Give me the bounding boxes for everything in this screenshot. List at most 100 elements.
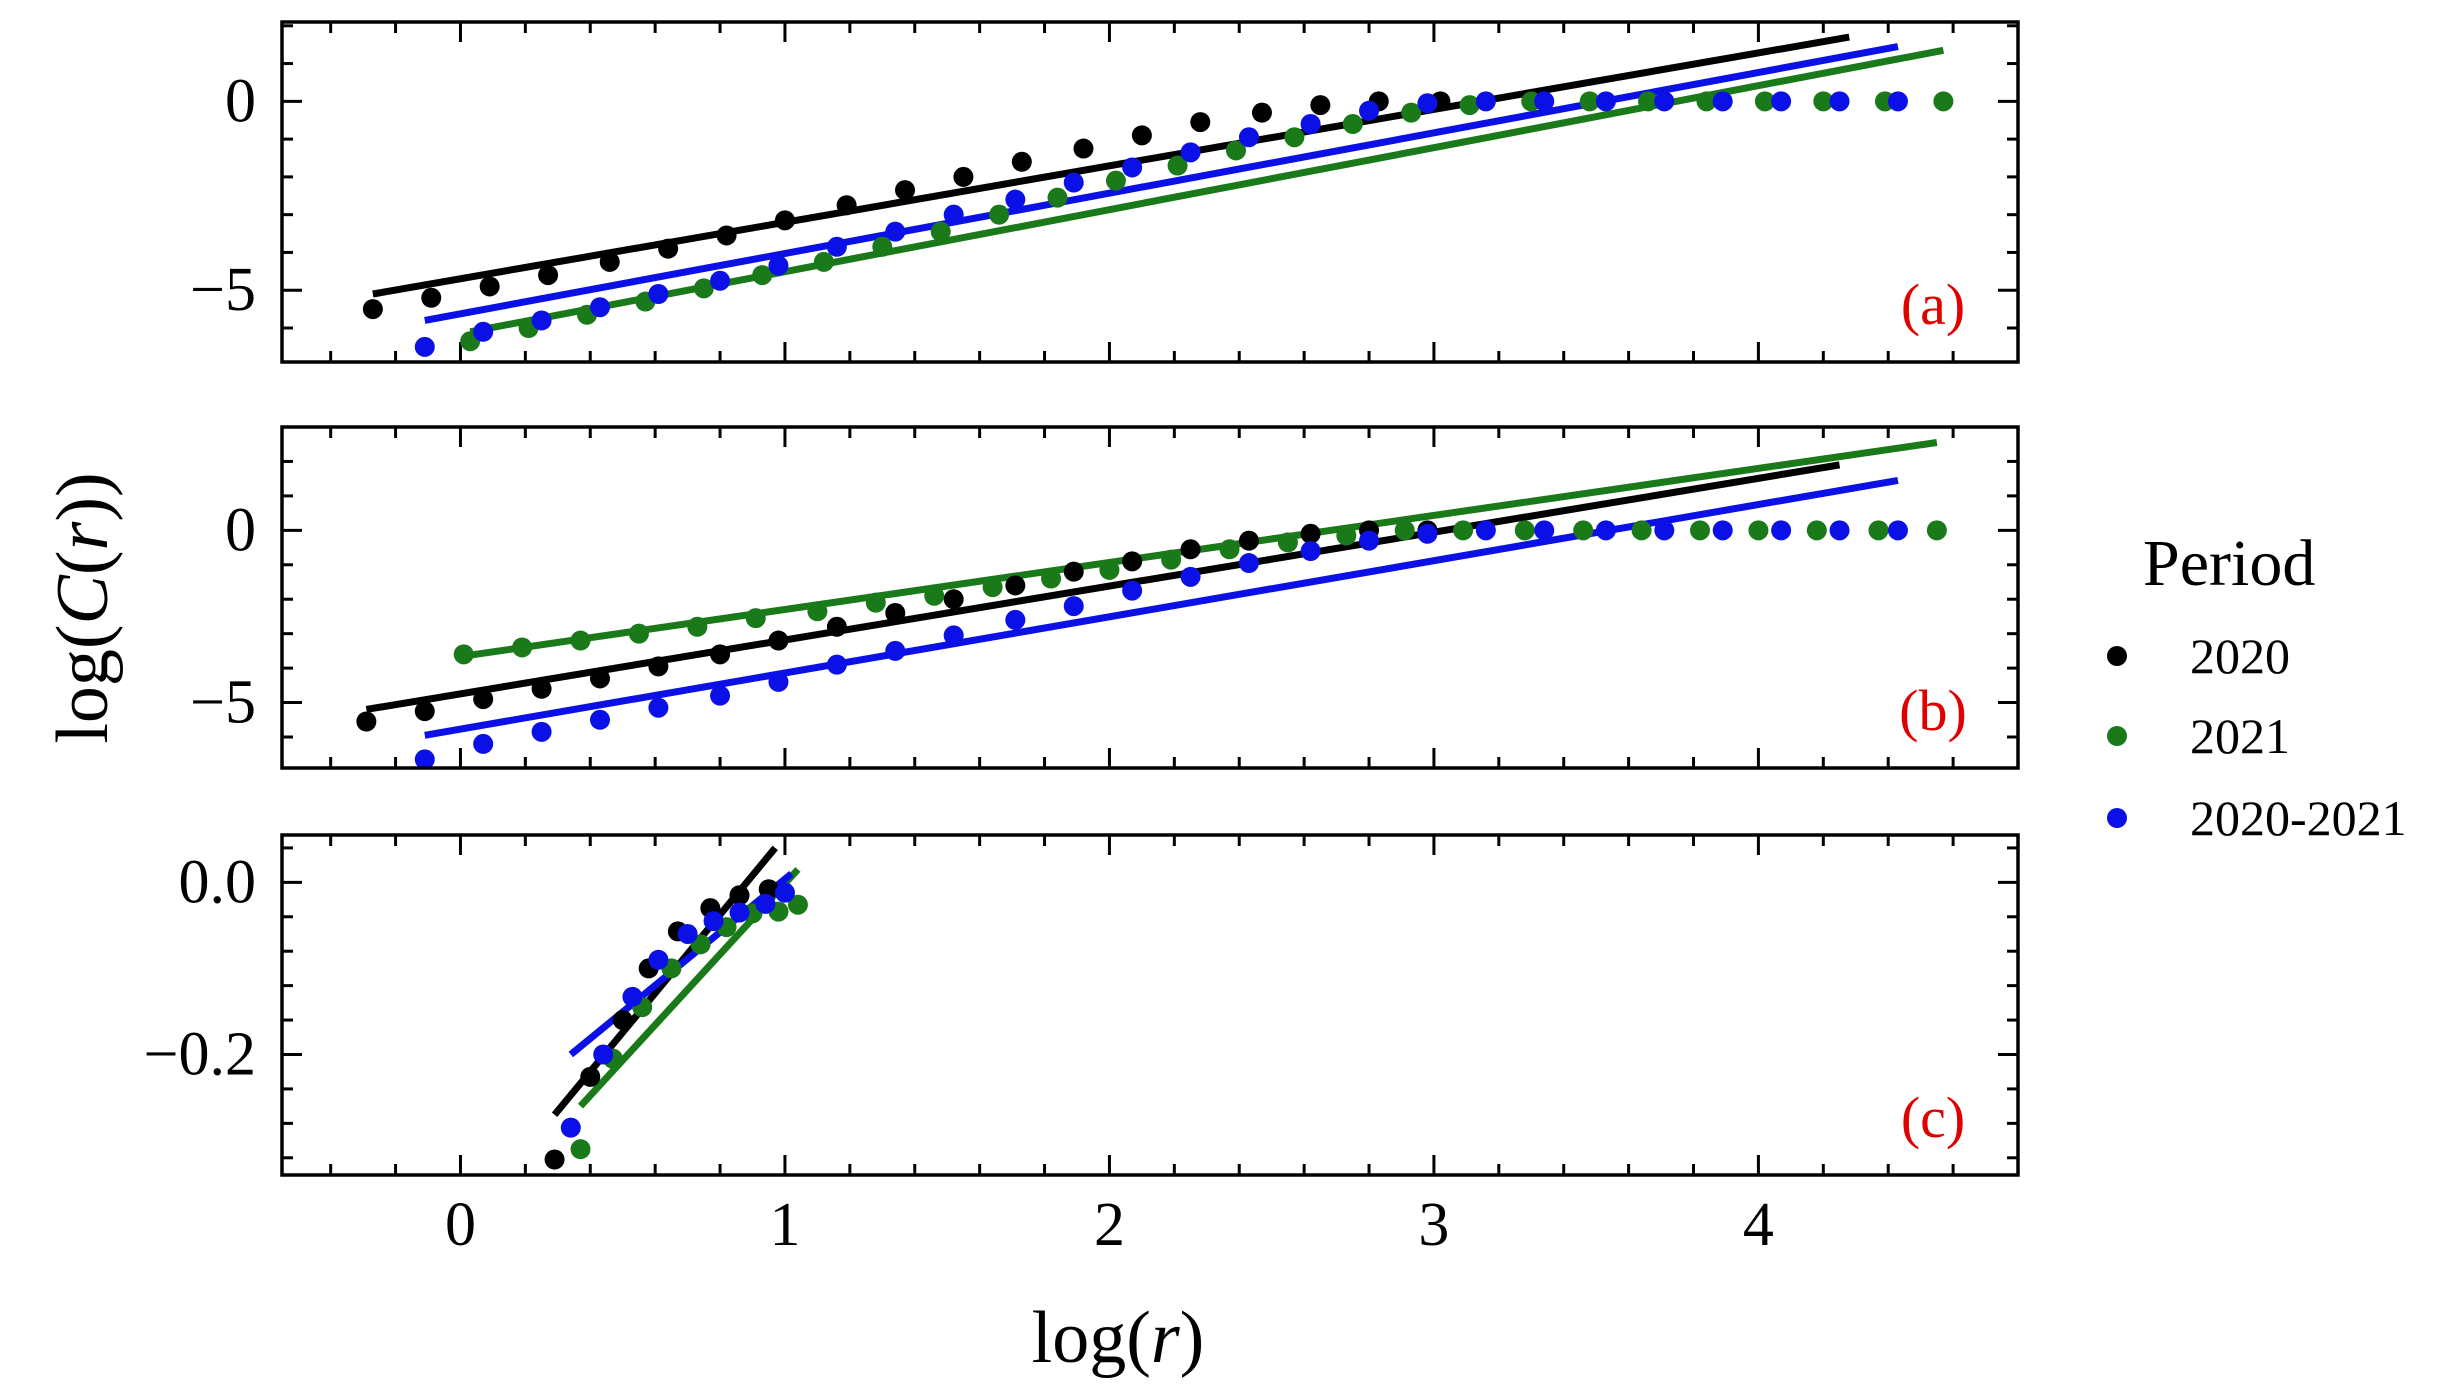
data-point-2020-2021 — [1475, 91, 1496, 112]
legend-marker-2021 — [2107, 726, 2127, 746]
data-point-2021 — [1401, 102, 1422, 123]
y-tick-label: −0.2 — [144, 1020, 256, 1088]
data-point-2020-2021 — [710, 270, 731, 291]
data-point-2021 — [1099, 559, 1120, 580]
data-point-2020-2021 — [710, 685, 731, 706]
data-point-2020-2021 — [755, 893, 776, 914]
data-point-2020 — [479, 276, 500, 297]
panel-label: (c) — [1901, 1085, 1965, 1150]
data-point-2020-2021 — [1063, 596, 1084, 617]
panel-a: −5 0 (a) — [190, 20, 2020, 364]
data-point-2020-2021 — [1771, 91, 1792, 112]
data-point-2020-2021 — [943, 625, 964, 646]
data-point-2020-2021 — [1063, 172, 1084, 193]
data-point-2020-2021 — [1300, 114, 1321, 134]
data-point-2020 — [612, 1010, 633, 1031]
data-point-2021 — [1047, 187, 1068, 208]
data-point-2020-2021 — [943, 204, 964, 225]
data-point-2020 — [826, 616, 847, 637]
data-point-2020 — [1190, 112, 1211, 133]
panel-label: (a) — [1901, 272, 1965, 337]
data-point-2020-2021 — [1359, 100, 1380, 121]
data-point-2020-2021 — [1534, 91, 1555, 112]
data-point-2021 — [982, 577, 1003, 598]
data-point-2020-2021 — [414, 336, 435, 357]
data-point-2020-2021 — [1238, 553, 1259, 574]
data-point-2020 — [544, 1149, 565, 1170]
data-point-2020 — [774, 210, 795, 231]
data-point-2021 — [453, 644, 474, 665]
panel-b: −5 0 (b) — [190, 425, 2020, 770]
data-point-2020 — [1238, 530, 1259, 551]
data-point-2020-2021 — [768, 255, 789, 276]
data-point-2021 — [1926, 520, 1947, 541]
data-point-2020 — [1310, 95, 1331, 116]
panels: −5 0 (a) −5 0 (b) −0.2 0.0 0 1 2 3 4 (c) — [144, 20, 2020, 1259]
data-point-2020 — [473, 689, 494, 710]
data-point-2021 — [1167, 155, 1188, 176]
data-point-2020-2021 — [1887, 91, 1908, 112]
data-point-2021 — [1754, 91, 1775, 112]
data-point-2020 — [710, 644, 731, 665]
data-point-2020-2021 — [473, 733, 494, 754]
data-point-2020 — [943, 589, 964, 610]
x-tick-label: 4 — [1743, 1191, 1774, 1259]
data-point-2021 — [813, 251, 834, 272]
data-point-2020-2021 — [1887, 520, 1908, 541]
y-tick-label: −5 — [190, 256, 256, 324]
data-point-2021 — [1748, 520, 1769, 541]
data-point-2021 — [745, 608, 766, 629]
data-point-2021 — [1277, 532, 1298, 553]
data-point-2020 — [953, 166, 974, 187]
data-point-2021 — [1573, 520, 1594, 541]
data-point-2021 — [687, 616, 708, 637]
data-point-2020 — [1011, 151, 1032, 172]
data-point-2021 — [752, 265, 773, 286]
data-point-2020-2021 — [1005, 609, 1026, 630]
data-point-2021 — [787, 894, 808, 915]
data-point-2020 — [648, 656, 669, 677]
plot-frame — [280, 425, 2020, 770]
data-point-2020-2021 — [473, 321, 494, 342]
data-point-2021 — [1638, 91, 1659, 112]
y-tick-label: 0.0 — [179, 848, 257, 916]
data-point-2020-2021 — [729, 902, 750, 923]
plot-frame — [280, 20, 2020, 364]
data-point-2020-2021 — [1712, 520, 1733, 541]
data-point-2021 — [1336, 525, 1357, 546]
legend-entry-2021: 2021 — [2107, 708, 2290, 764]
data-point-2020 — [362, 299, 383, 320]
y-tick-label: 0 — [225, 496, 256, 564]
data-point-2021 — [1219, 539, 1240, 560]
data-point-2020 — [531, 678, 552, 699]
data-point-2021 — [1690, 520, 1711, 541]
data-point-2020 — [589, 668, 610, 689]
data-point-2020-2021 — [1534, 520, 1555, 541]
data-point-2020-2021 — [1300, 541, 1321, 561]
data-point-2021 — [1453, 520, 1474, 541]
data-point-2021 — [1225, 140, 1246, 161]
data-point-2020 — [716, 225, 737, 246]
data-point-2020 — [885, 603, 906, 623]
x-tick-label: 2 — [1094, 1191, 1125, 1259]
data-point-2020 — [1180, 539, 1201, 560]
legend-marker-2020 — [2107, 646, 2127, 666]
data-point-2020-2021 — [1475, 520, 1496, 541]
data-point-2020-2021 — [648, 949, 669, 970]
data-point-2020-2021 — [1359, 530, 1380, 551]
data-point-2020 — [1122, 551, 1143, 572]
data-point-2020-2021 — [1180, 566, 1201, 587]
fit-line-2020-2021 — [424, 476, 1899, 739]
y-axis-label: log(C(r)) — [42, 472, 124, 743]
data-point-2020-2021 — [589, 297, 610, 318]
data-point-2021 — [628, 623, 649, 644]
fit-line-2020 — [365, 461, 1841, 713]
y-tick-label: 0 — [225, 67, 256, 135]
data-point-2020 — [1005, 575, 1026, 596]
data-point-2021 — [1394, 520, 1415, 541]
data-point-2021 — [1105, 170, 1126, 191]
data-point-2020-2021 — [648, 284, 669, 304]
data-point-2020-2021 — [560, 1117, 581, 1138]
data-point-2020-2021 — [1180, 142, 1201, 163]
